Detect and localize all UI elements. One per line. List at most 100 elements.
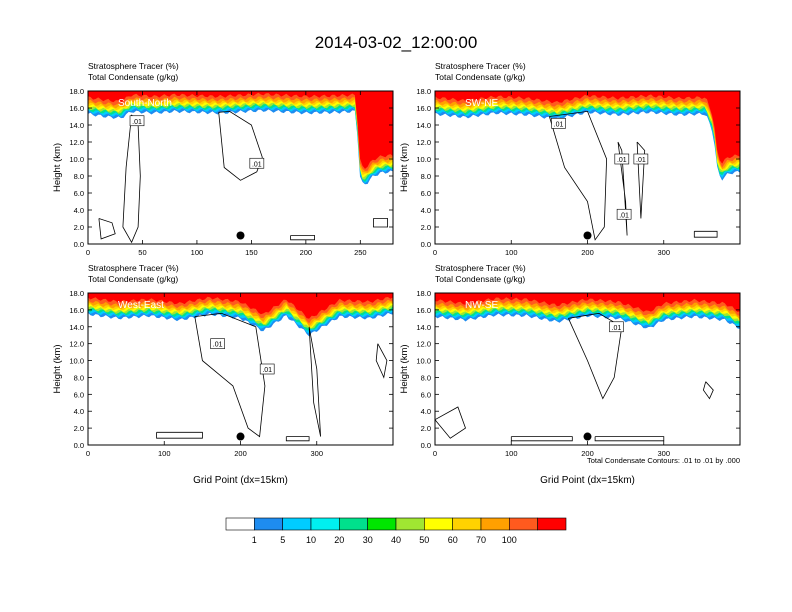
contour-label: .01: [210, 338, 225, 349]
x-tick-label: 0: [433, 248, 437, 257]
condensate-contour: [568, 312, 623, 400]
y-tick-label: 4.0: [74, 407, 84, 416]
x-tick-label: 0: [86, 449, 90, 458]
contour-label-text: .01: [262, 367, 272, 374]
tracer-band: [88, 293, 393, 319]
y-tick-label: 2.0: [74, 223, 84, 232]
x-tick-label: 100: [158, 449, 171, 458]
colorbar-label: 100: [502, 535, 517, 545]
y-tick-label: 0.0: [421, 441, 431, 450]
y-tick-label: 18.0: [416, 87, 431, 96]
x-tick-label: 50: [138, 248, 146, 257]
y-tick-label: 14.0: [69, 323, 84, 332]
x-tick-label: 300: [657, 248, 670, 257]
y-tick-label: 6.0: [74, 189, 84, 198]
y-tick-label: 0.0: [74, 441, 84, 450]
panel-subtitle: Stratosphere Tracer (%): [435, 263, 526, 273]
tracer-band: [435, 91, 740, 164]
y-tick-label: 8.0: [74, 373, 84, 382]
condensate-contour: [285, 436, 310, 442]
y-axis-label: Height (km): [399, 344, 410, 393]
contour-label: .01: [249, 157, 265, 169]
y-tick-label: 18.0: [69, 87, 84, 96]
contour-label: .01: [616, 208, 632, 220]
colorbar: 1 5 10 20 30 40 50 60 70 100: [225, 517, 567, 545]
y-tick-label: 12.0: [69, 340, 84, 349]
panel-direction-label: SW-NE: [465, 98, 498, 109]
panel-direction-label: NW-SE: [465, 300, 498, 311]
y-tick-label: 16.0: [69, 104, 84, 113]
location-dot: [583, 432, 592, 441]
y-tick-label: 2.0: [421, 424, 431, 433]
condensate-contour: [702, 381, 714, 400]
condensate-contour: [375, 343, 388, 379]
y-tick-label: 6.0: [74, 390, 84, 399]
panel-sw-ne: .01 .01 .01 .01 SW-NE Stratosphere Tracer (%)…: [399, 61, 741, 257]
panel-subtitle: Stratosphere Tracer (%): [88, 263, 179, 273]
y-tick-label: 16.0: [416, 306, 431, 315]
y-tick-label: 0.0: [74, 240, 84, 249]
contour-label: .01: [609, 321, 624, 333]
condensate-contour: [693, 230, 718, 238]
contour-label: .01: [259, 363, 275, 375]
x-tick-label: 250: [354, 248, 367, 257]
panel-direction-label: West-East: [118, 300, 164, 311]
contour-label-text: .01: [636, 157, 646, 164]
y-tick-label: 2.0: [421, 223, 431, 232]
contour-label: .01: [614, 153, 630, 165]
colorbar-swatch: [480, 517, 510, 531]
colorbar-swatch: [225, 517, 255, 531]
tracer-band: [435, 293, 740, 312]
colorbar-label: 40: [391, 535, 401, 545]
y-tick-label: 6.0: [421, 390, 431, 399]
condensate-contour: [636, 141, 646, 219]
location-dot: [236, 231, 245, 240]
y-tick-label: 8.0: [421, 172, 431, 181]
x-tick-label: 200: [300, 248, 313, 257]
plot-background: [435, 293, 740, 445]
x-tick-label: 300: [310, 449, 323, 458]
y-tick-label: 16.0: [416, 104, 431, 113]
condensate-contour: [373, 218, 388, 228]
condensate-contour: [549, 110, 608, 241]
y-tick-label: 4.0: [421, 407, 431, 416]
panel-subtitle: Stratosphere Tracer (%): [435, 61, 526, 71]
x-tick-label: 100: [505, 248, 518, 257]
condensate-contour: [290, 235, 315, 241]
contour-label: .01: [633, 153, 649, 165]
condensate-contour: [308, 326, 321, 437]
x-tick-label: 300: [657, 449, 670, 458]
y-axis-label: Height (km): [52, 143, 63, 192]
contour-label-text: .01: [617, 157, 627, 164]
contour-label-text: .01: [619, 212, 629, 219]
colorbar-label: 1: [252, 535, 257, 545]
contour-label-text: .01: [213, 342, 223, 349]
condensate-contour: [122, 114, 141, 244]
colorbar-swatch: [509, 517, 538, 531]
contour-label: .01: [129, 115, 145, 127]
tracer-band: [435, 91, 740, 181]
condensate-contour: [617, 141, 628, 236]
y-axis-label: Height (km): [399, 143, 410, 192]
contour-label-text: .01: [554, 121, 564, 128]
y-tick-label: 12.0: [69, 138, 84, 147]
tracer-field: .01 .01: [88, 293, 393, 445]
y-tick-label: 4.0: [74, 206, 84, 215]
y-tick-label: 12.0: [416, 138, 431, 147]
colorbar-label: 60: [448, 535, 458, 545]
condensate-contour: [194, 312, 266, 438]
colorbar-swatch: [537, 517, 567, 531]
x-tick-label: 200: [581, 248, 594, 257]
x-tick-label: 0: [86, 248, 90, 257]
x-tick-label: 0: [433, 449, 437, 458]
y-tick-label: 10.0: [416, 357, 431, 366]
condensate-contour: [435, 406, 466, 439]
location-dot: [236, 432, 245, 441]
contour-label-text: .01: [132, 119, 142, 126]
panel-subtitle: Total Condensate (g/kg): [88, 274, 178, 284]
x-tick-label: 150: [245, 248, 258, 257]
y-tick-label: 10.0: [416, 155, 431, 164]
y-tick-label: 12.0: [416, 340, 431, 349]
y-tick-label: 0.0: [421, 240, 431, 249]
